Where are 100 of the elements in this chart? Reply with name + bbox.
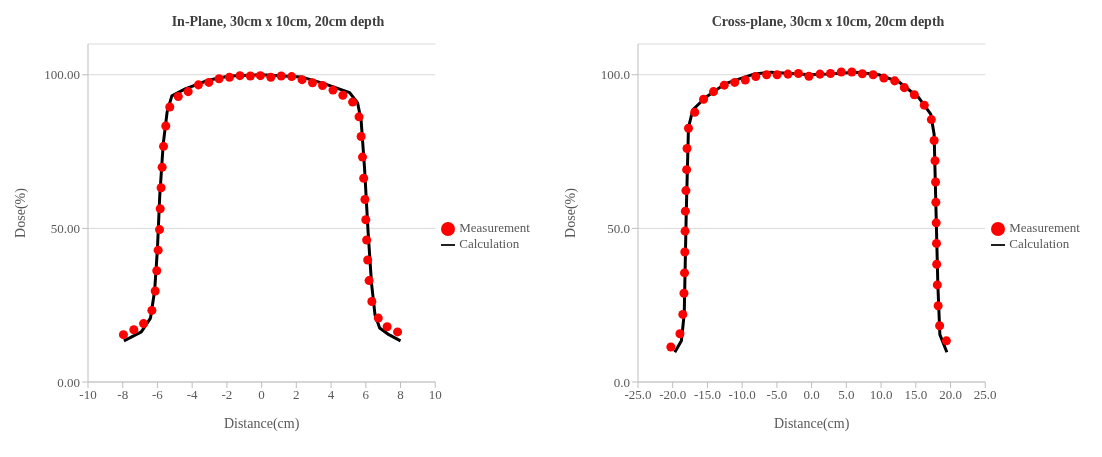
- point: [678, 309, 688, 319]
- point: [679, 288, 689, 298]
- point: [941, 336, 951, 346]
- legend-label: Measurement: [459, 219, 530, 235]
- legend-label: Measurement: [1009, 219, 1080, 235]
- point: [363, 255, 373, 265]
- point: [255, 71, 265, 81]
- point: [193, 80, 203, 90]
- point: [931, 177, 941, 187]
- point: [836, 67, 846, 77]
- point: [772, 70, 782, 80]
- point: [681, 186, 691, 196]
- point: [155, 204, 165, 214]
- point: [935, 321, 945, 331]
- x-axis-title: Distance(cm): [773, 416, 850, 432]
- x-tick-label: -15.0: [693, 387, 721, 403]
- point: [762, 70, 772, 80]
- y-axis-title: Dose(%): [562, 187, 579, 238]
- y-tick-label: 50.0: [607, 220, 630, 236]
- point: [328, 85, 338, 95]
- point: [680, 268, 690, 278]
- point: [680, 247, 690, 257]
- point: [783, 69, 793, 79]
- x-tick-label: -8: [117, 387, 129, 403]
- point: [153, 245, 163, 255]
- point: [224, 72, 235, 82]
- point: [690, 107, 700, 117]
- point: [297, 75, 307, 85]
- point: [235, 71, 245, 81]
- point: [909, 90, 919, 100]
- point: [933, 301, 943, 311]
- x-tick-label: 0.0: [803, 387, 820, 403]
- x-tick-label: -25.0: [624, 387, 652, 403]
- point: [173, 92, 183, 102]
- point: [373, 313, 383, 323]
- point: [931, 238, 941, 248]
- x-tick-label: -5.0: [766, 387, 788, 403]
- point: [204, 77, 214, 87]
- x-tick-label: 25.0: [973, 387, 997, 403]
- point: [740, 75, 750, 85]
- point: [751, 72, 761, 82]
- x-tick-label: 10: [428, 387, 442, 403]
- point: [919, 100, 929, 110]
- point: [868, 70, 878, 80]
- point: [118, 330, 128, 340]
- point: [931, 218, 941, 228]
- x-tick-label: 6: [362, 387, 370, 403]
- x-tick-label: 20.0: [939, 387, 962, 403]
- point: [680, 226, 690, 236]
- x-tick-label: 10.0: [869, 387, 893, 403]
- point: [266, 72, 276, 82]
- point: [307, 78, 317, 88]
- y-tick-label: 0.00: [57, 374, 80, 390]
- x-axis-title: Distance(cm): [223, 416, 300, 432]
- point: [708, 87, 718, 97]
- point: [929, 135, 939, 145]
- point: [804, 71, 814, 81]
- point: [682, 165, 692, 175]
- point: [348, 97, 358, 107]
- point: [683, 123, 693, 133]
- point: [666, 342, 676, 352]
- point: [354, 112, 364, 122]
- point: [157, 162, 167, 172]
- x-tick-label: -10.0: [728, 387, 756, 403]
- point: [318, 80, 328, 90]
- point: [156, 183, 166, 193]
- point: [930, 156, 940, 166]
- point: [287, 72, 297, 82]
- point: [129, 325, 139, 335]
- point: [730, 77, 740, 87]
- x-tick-label: -6: [152, 387, 164, 403]
- point: [857, 69, 867, 79]
- point: [152, 266, 162, 276]
- point: [245, 71, 255, 81]
- point: [899, 83, 909, 93]
- point: [931, 197, 941, 207]
- point: [357, 152, 367, 162]
- point: [150, 286, 160, 296]
- x-tick-label: 15.0: [904, 387, 928, 403]
- x-tick-label: 0: [258, 387, 265, 403]
- point: [719, 80, 729, 90]
- point: [362, 235, 372, 245]
- point: [364, 276, 374, 286]
- point: [159, 141, 169, 151]
- point: [382, 322, 392, 332]
- legend-label: Calculation: [1009, 236, 1070, 251]
- point: [359, 173, 369, 183]
- x-tick-label: 2: [293, 387, 300, 403]
- point: [932, 280, 942, 290]
- point: [879, 73, 889, 83]
- point: [147, 305, 157, 315]
- y-tick-label: 100.00: [44, 67, 80, 83]
- point: [847, 67, 857, 77]
- x-tick-label: -20.0: [659, 387, 687, 403]
- point: [356, 131, 366, 141]
- point: [699, 94, 709, 104]
- point: [155, 225, 165, 235]
- point: [793, 68, 803, 78]
- point: [360, 194, 370, 204]
- point: [825, 68, 836, 78]
